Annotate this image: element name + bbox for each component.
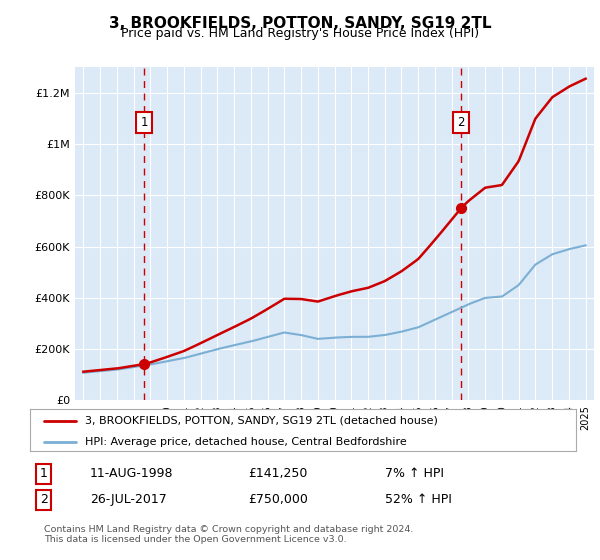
Text: 26-JUL-2017: 26-JUL-2017 bbox=[90, 493, 167, 506]
Text: 1: 1 bbox=[40, 467, 47, 480]
Text: 2: 2 bbox=[40, 493, 47, 506]
Text: 52% ↑ HPI: 52% ↑ HPI bbox=[385, 493, 452, 506]
Text: 3, BROOKFIELDS, POTTON, SANDY, SG19 2TL: 3, BROOKFIELDS, POTTON, SANDY, SG19 2TL bbox=[109, 16, 491, 31]
Text: £141,250: £141,250 bbox=[248, 467, 308, 480]
Text: HPI: Average price, detached house, Central Bedfordshire: HPI: Average price, detached house, Cent… bbox=[85, 437, 406, 446]
Text: 2: 2 bbox=[457, 116, 464, 129]
Text: 7% ↑ HPI: 7% ↑ HPI bbox=[385, 467, 444, 480]
Text: Price paid vs. HM Land Registry's House Price Index (HPI): Price paid vs. HM Land Registry's House … bbox=[121, 27, 479, 40]
Text: 3, BROOKFIELDS, POTTON, SANDY, SG19 2TL (detached house): 3, BROOKFIELDS, POTTON, SANDY, SG19 2TL … bbox=[85, 416, 437, 426]
Text: Contains HM Land Registry data © Crown copyright and database right 2024.
This d: Contains HM Land Registry data © Crown c… bbox=[44, 525, 413, 544]
Text: £750,000: £750,000 bbox=[248, 493, 308, 506]
Text: 11-AUG-1998: 11-AUG-1998 bbox=[90, 467, 173, 480]
Text: 1: 1 bbox=[140, 116, 148, 129]
